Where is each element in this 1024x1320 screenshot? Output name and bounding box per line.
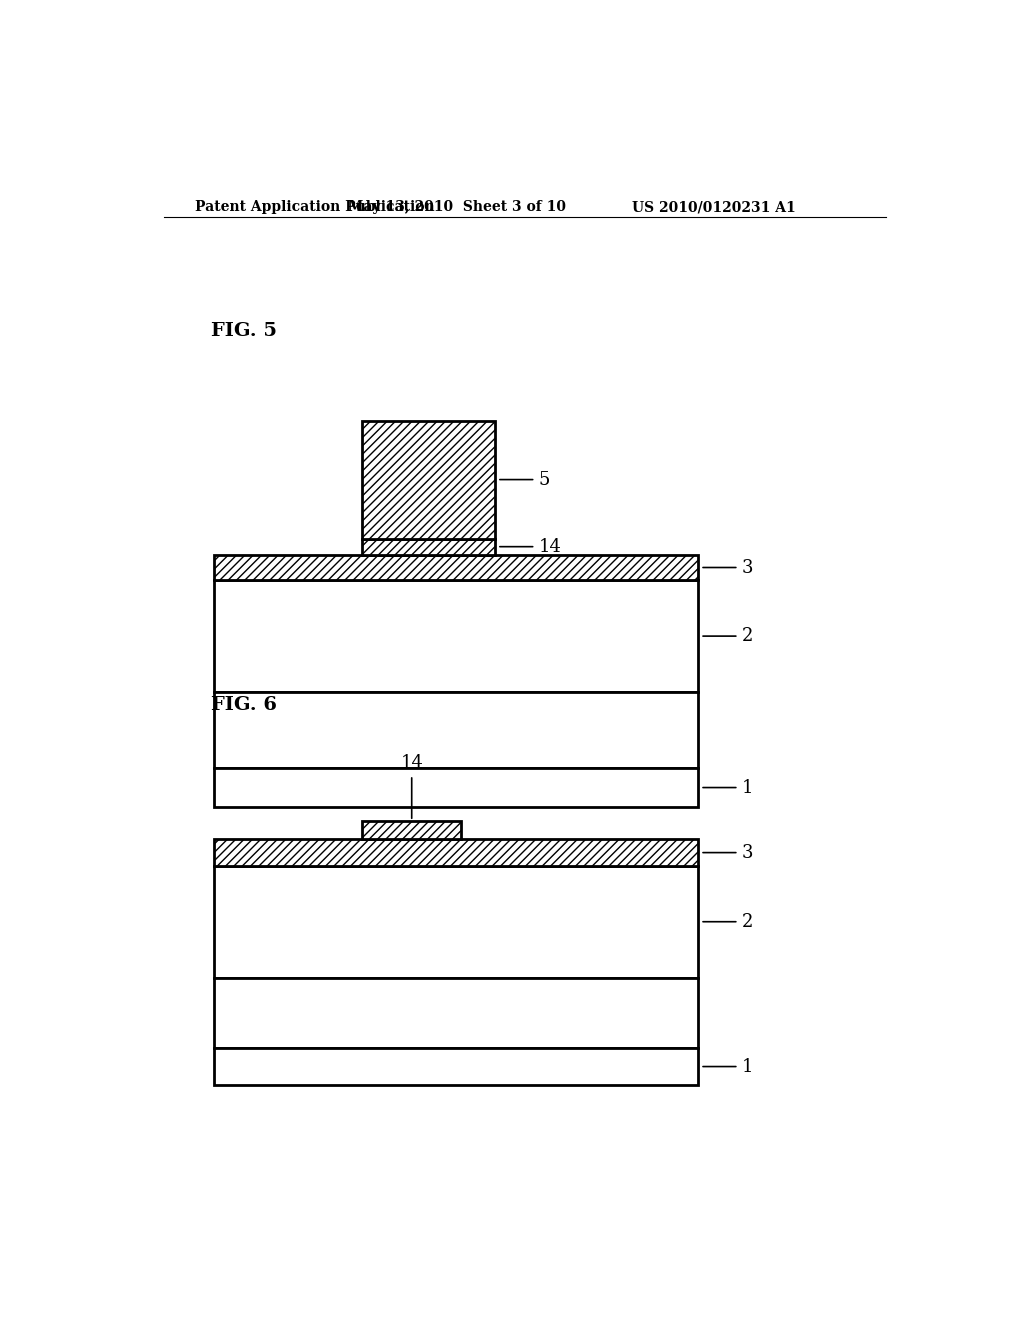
Bar (214, 554, 697, 581)
Bar (362, 421, 495, 539)
Text: 2: 2 (702, 912, 753, 931)
Bar (214, 1048, 697, 1085)
Bar (362, 821, 461, 840)
Text: FIG. 6: FIG. 6 (211, 696, 278, 714)
Text: 5: 5 (500, 471, 550, 488)
Text: May 13, 2010  Sheet 3 of 10: May 13, 2010 Sheet 3 of 10 (348, 201, 566, 214)
Bar (214, 768, 697, 807)
Text: 3: 3 (702, 843, 753, 862)
Text: 14: 14 (400, 754, 423, 818)
Bar (214, 692, 697, 768)
Text: US 2010/0120231 A1: US 2010/0120231 A1 (632, 201, 796, 214)
Text: 1: 1 (702, 1057, 753, 1076)
Text: 3: 3 (702, 558, 753, 577)
Bar (214, 581, 697, 692)
Bar (214, 840, 697, 866)
Text: 14: 14 (500, 537, 561, 556)
Text: 2: 2 (702, 627, 753, 645)
Text: Patent Application Publication: Patent Application Publication (196, 201, 435, 214)
Text: 1: 1 (702, 779, 753, 796)
Bar (214, 866, 697, 978)
Bar (214, 978, 697, 1048)
Bar (362, 539, 495, 554)
Text: FIG. 5: FIG. 5 (211, 322, 278, 341)
